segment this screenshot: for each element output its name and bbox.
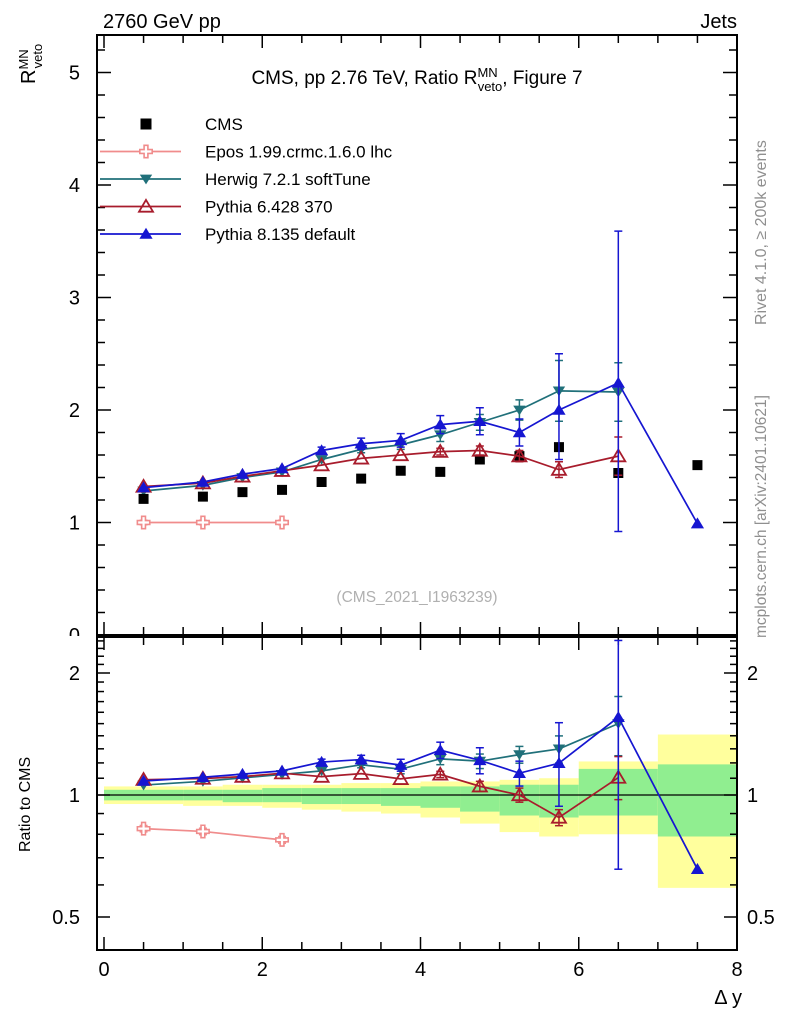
tick-label: 1 bbox=[69, 513, 80, 535]
series-pythia-main bbox=[136, 230, 705, 533]
band-green bbox=[301, 788, 342, 805]
band-green bbox=[657, 764, 737, 837]
ratio-panel-series bbox=[134, 639, 705, 875]
legend-mark-3 bbox=[100, 198, 181, 213]
x-axis-title: Δ y bbox=[714, 987, 742, 1009]
watermark-analysis-id: (CMS_2021_I1963239) bbox=[336, 589, 497, 606]
svg-text:Rivet 4.1.0, ≥ 200k events: Rivet 4.1.0, ≥ 200k events bbox=[753, 140, 770, 325]
svg-text:mcplots.cern.ch [arXiv:2401.10: mcplots.cern.ch [arXiv:2401.10621] bbox=[753, 395, 770, 638]
tick-label: 4 bbox=[69, 175, 80, 197]
series-epos-main bbox=[136, 515, 290, 530]
tick-label: 2 bbox=[69, 663, 80, 685]
credit-mcplots: mcplots.cern.ch [arXiv:2401.10621] bbox=[753, 395, 770, 638]
series-herwig-main bbox=[137, 359, 625, 497]
legend-label-cms: CMS bbox=[205, 115, 243, 134]
band-green bbox=[380, 788, 421, 806]
band-green bbox=[222, 789, 263, 803]
tick-label: 4 bbox=[415, 959, 426, 981]
axis-tick-labels: 1 2 3 4 5 0 0.5 0.5 1 1 2 2 0 2 4 6 8 bbox=[52, 63, 775, 982]
legend-label-epos: Epos 1.99.crmc.1.6.0 lhc bbox=[205, 143, 393, 162]
tick-label: 8 bbox=[731, 959, 742, 981]
tick-label: 0 bbox=[98, 959, 109, 981]
tick-label: 2 bbox=[69, 400, 80, 422]
legend-markers bbox=[100, 118, 181, 239]
legend-mark-2 bbox=[100, 174, 181, 185]
uncertainty-bands bbox=[104, 734, 737, 888]
tick-label: 1 bbox=[69, 785, 80, 807]
header-beam-label: 2760 GeV pp bbox=[103, 11, 221, 33]
tick-label: 1 bbox=[747, 785, 758, 807]
legend-label-pythia6: Pythia 6.428 370 bbox=[205, 198, 333, 217]
svg-text:Ratio to CMS: Ratio to CMS bbox=[17, 757, 34, 852]
y-axis-title-main: RMNveto bbox=[16, 44, 45, 84]
band-green bbox=[420, 786, 461, 808]
svg-text:RMNveto: RMNveto bbox=[16, 44, 45, 84]
axis-ticks bbox=[97, 35, 738, 950]
legend-mark-0 bbox=[140, 118, 152, 130]
tick-label: 2 bbox=[747, 663, 758, 685]
legend-mark-1 bbox=[100, 144, 181, 159]
tick-label: 0 bbox=[69, 625, 80, 647]
series-pythia-main bbox=[134, 436, 627, 493]
legend-mark-4 bbox=[100, 227, 181, 239]
main-panel-series bbox=[134, 230, 705, 533]
tick-label: 5 bbox=[69, 63, 80, 85]
tick-label: 6 bbox=[573, 959, 584, 981]
legend-label-herwig: Herwig 7.2.1 softTune bbox=[205, 170, 371, 189]
tick-label: 0.5 bbox=[52, 907, 80, 929]
header-analysis-label: Jets bbox=[700, 11, 737, 33]
y-axis-title-ratio: Ratio to CMS bbox=[17, 757, 34, 852]
series-pythia-ratio bbox=[136, 639, 705, 875]
band-green bbox=[341, 788, 381, 805]
tick-label: 3 bbox=[69, 288, 80, 310]
legend-label-pythia8: Pythia 8.135 default bbox=[205, 225, 356, 244]
panel-frames bbox=[96, 34, 738, 951]
plot-title: CMS, pp 2.76 TeV, Ratio RMN veto, Figure … bbox=[251, 65, 582, 94]
series-epos-ratio bbox=[136, 821, 290, 847]
tick-label: 0.5 bbox=[747, 907, 775, 929]
credit-rivet: Rivet 4.1.0, ≥ 200k events bbox=[753, 140, 770, 325]
tick-label: 2 bbox=[257, 959, 268, 981]
